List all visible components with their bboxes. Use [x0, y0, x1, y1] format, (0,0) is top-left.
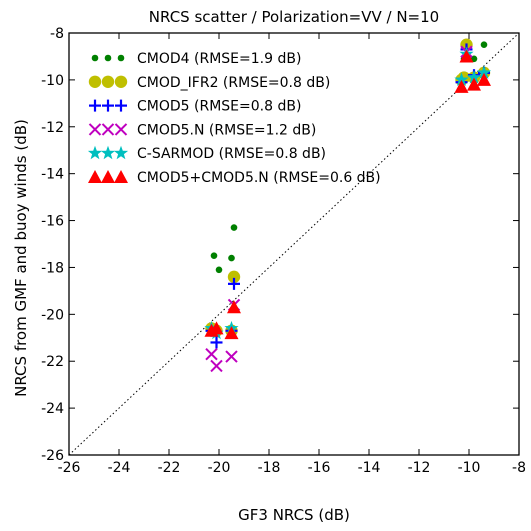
x-tick-label: -14 [358, 460, 381, 476]
data-point [454, 79, 469, 93]
legend-marker [101, 123, 115, 136]
legend-label: CMOD4 (RMSE=1.9 dB) [137, 51, 301, 67]
legend-marker [89, 99, 101, 112]
data-point [210, 336, 223, 349]
data-point [466, 70, 482, 84]
legend-label: CMOD5.N (RMSE=1.2 dB) [137, 122, 316, 138]
legend-marker [113, 145, 129, 160]
data-point [480, 41, 488, 49]
y-tick-label: -12 [41, 120, 64, 136]
legend-entry: CMOD5+CMOD5.N (RMSE=0.6 dB) [88, 170, 381, 186]
legend-marker [88, 170, 102, 183]
x-tick-label: -8 [512, 460, 526, 476]
y-tick-label: -8 [50, 26, 64, 42]
legend: CMOD4 (RMSE=1.9 dB) CMOD_IFR2 (RMSE=0.8 d… [87, 51, 381, 186]
data-point [215, 266, 223, 274]
y-tick-label: -22 [41, 354, 64, 370]
y-axis-label: NRCS from GMF and buoy winds (dB) [12, 119, 30, 397]
y-tick-label: -20 [41, 307, 64, 323]
series-triangle [204, 49, 491, 340]
data-point [459, 49, 474, 63]
x-stroke [114, 123, 128, 136]
legend-marker [101, 75, 115, 89]
legend-marker [114, 170, 128, 183]
data-point [227, 300, 241, 314]
data-point [477, 72, 491, 86]
axis-ticks: -26 -24 -22 -20 -18 -16 -14 -12 -10 -8 -26 -24 -22 -2… [41, 26, 526, 476]
reference-line [68, 32, 520, 456]
data-point [454, 72, 469, 86]
chart-title: NRCS scatter / Polarization=VV / N=10 [149, 8, 439, 26]
legend-label: CMOD5+CMOD5.N (RMSE=0.6 dB) [137, 170, 381, 186]
x-stroke [225, 350, 238, 363]
data-point [476, 65, 492, 79]
x-stroke [88, 123, 102, 136]
legend-marker [115, 99, 127, 112]
x-tick-label: -16 [308, 460, 331, 476]
data-point [209, 321, 224, 335]
x-stroke [210, 359, 223, 373]
x-axis-label: GF3 NRCS (dB) [238, 506, 350, 524]
legend-marker [88, 123, 102, 136]
y-tick-label: -24 [41, 401, 64, 417]
data-point [227, 270, 241, 284]
x-stroke [205, 347, 218, 361]
one-to-one-line [68, 32, 520, 456]
legend-marker [91, 54, 99, 62]
legend-label: CMOD_IFR2 (RMSE=0.8 dB) [137, 75, 330, 91]
legend-marker [117, 54, 125, 62]
x-tick-label: -24 [108, 460, 131, 476]
x-tick-label: -10 [458, 460, 481, 476]
legend-label: C-SARMOD (RMSE=0.8 dB) [137, 146, 326, 162]
series-x [205, 45, 473, 373]
legend-label: CMOD5 (RMSE=0.8 dB) [137, 99, 301, 115]
x-tick-label: -18 [258, 460, 281, 476]
plot-frame [68, 32, 520, 456]
data-point [230, 224, 238, 231]
legend-marker [88, 75, 102, 89]
legend-marker [104, 54, 112, 62]
x-stroke [101, 123, 115, 136]
data-point [228, 277, 240, 290]
legend-entry: CMOD5.N (RMSE=1.2 dB) [88, 122, 316, 138]
x-tick-label: -26 [58, 460, 81, 476]
data-point [205, 347, 218, 361]
legend-entry: CMOD_IFR2 (RMSE=0.8 dB) [88, 75, 330, 91]
data-point [228, 254, 235, 262]
legend-entry: CMOD5 (RMSE=0.8 dB) [89, 99, 301, 115]
y-tick-label: -26 [41, 448, 64, 464]
y-tick-label: -14 [41, 167, 64, 183]
legend-marker [87, 145, 103, 160]
legend-marker [114, 123, 128, 136]
data-points [204, 38, 492, 373]
legend-marker [114, 75, 128, 89]
y-tick-label: -16 [41, 214, 64, 230]
data-point [210, 252, 218, 260]
data-point [224, 326, 239, 340]
y-tick-label: -10 [41, 73, 64, 89]
legend-marker [101, 170, 115, 183]
legend-marker [100, 145, 116, 160]
x-tick-label: -20 [208, 460, 231, 476]
y-tick-label: -18 [41, 260, 64, 276]
legend-entry: C-SARMOD (RMSE=0.8 dB) [87, 145, 326, 162]
data-point [467, 77, 481, 91]
data-point [210, 359, 223, 373]
data-point [225, 350, 238, 363]
x-tick-label: -12 [408, 460, 431, 476]
x-tick-label: -22 [158, 460, 181, 476]
legend-entry: CMOD4 (RMSE=1.9 dB) [91, 51, 301, 67]
legend-marker [102, 99, 114, 112]
